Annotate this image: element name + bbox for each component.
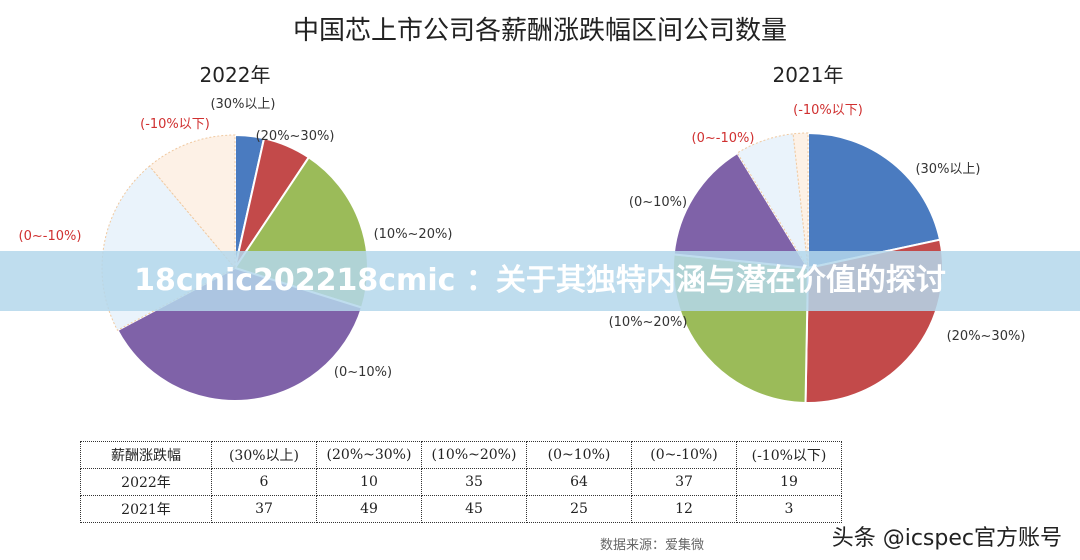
table-cell: (30%以上) xyxy=(211,441,317,469)
table-cell: 2021年 xyxy=(80,495,212,523)
pie-slice xyxy=(736,133,809,269)
pie-charts: 2022年 (30%以上) (20%~30%) (10%~20%) (0~10%) (0~… xyxy=(19,63,1026,404)
pie-slice xyxy=(807,131,942,270)
slice-label: (0~10%) xyxy=(629,195,687,210)
slice-label: (20%~30%) xyxy=(256,129,335,144)
credit-watermark: 头条 @icspec官方账号 xyxy=(831,526,1062,551)
slice-label: (-10%以下) xyxy=(140,117,210,132)
table-cell: 49 xyxy=(316,495,422,523)
slice-label: (0~-10%) xyxy=(19,229,82,244)
table-cell: 19 xyxy=(736,468,842,496)
pie-title: 2021年 xyxy=(773,63,844,87)
table-cell: (20%~30%) xyxy=(316,441,422,469)
slice-label: (20%~30%) xyxy=(947,329,1026,344)
data-source: 数据来源：爱集微 xyxy=(600,538,705,553)
table-cell: (0~-10%) xyxy=(631,441,737,469)
slice-label: (0~10%) xyxy=(334,365,392,380)
slice-label: (10%~20%) xyxy=(374,227,453,242)
table-row: 2022年 6 10 35 64 37 19 xyxy=(80,468,842,496)
slice-label: (10%~20%) xyxy=(609,315,688,330)
slice-label: (0~-10%) xyxy=(692,131,755,146)
slice-label: (-10%以下) xyxy=(793,103,863,118)
table-cell: (-10%以下) xyxy=(736,441,842,469)
table-cell: 12 xyxy=(631,495,737,523)
table-cell: 10 xyxy=(316,468,422,496)
slice-label: (30%以上) xyxy=(210,97,275,112)
table-cell: 64 xyxy=(526,468,632,496)
table-cell: 37 xyxy=(211,495,317,523)
pie-slice xyxy=(792,132,809,269)
slice-label: (30%以上) xyxy=(915,162,980,177)
data-table: 薪酬涨跌幅 (30%以上) (20%~30%) (10%~20%) (0~10%) (0~… xyxy=(80,441,842,523)
table-cell: 薪酬涨跌幅 xyxy=(80,441,212,469)
table-cell: 6 xyxy=(211,468,317,496)
chart-title: 中国芯上市公司各薪酬涨跌幅区间公司数量 xyxy=(292,16,787,46)
table-cell: 3 xyxy=(736,495,842,523)
table-cell: 35 xyxy=(421,468,527,496)
table-cell: (10%~20%) xyxy=(421,441,527,469)
table-row: 2021年 37 49 45 25 12 3 xyxy=(80,495,842,523)
table-cell: (0~10%) xyxy=(526,441,632,469)
overlay-banner: 18cmic202218cmic ：关于其独特内涵与潜在价值的探讨 xyxy=(0,251,1080,311)
table-cell: 25 xyxy=(526,495,632,523)
pie-slice xyxy=(672,151,810,270)
table-cell: 37 xyxy=(631,468,737,496)
table-cell: 2022年 xyxy=(80,468,212,496)
table-cell: 45 xyxy=(421,495,527,523)
pie-slice xyxy=(148,134,236,270)
table-header: 薪酬涨跌幅 (30%以上) (20%~30%) (10%~20%) (0~10%) (0~… xyxy=(80,441,842,469)
pie-title: 2022年 xyxy=(200,63,271,87)
